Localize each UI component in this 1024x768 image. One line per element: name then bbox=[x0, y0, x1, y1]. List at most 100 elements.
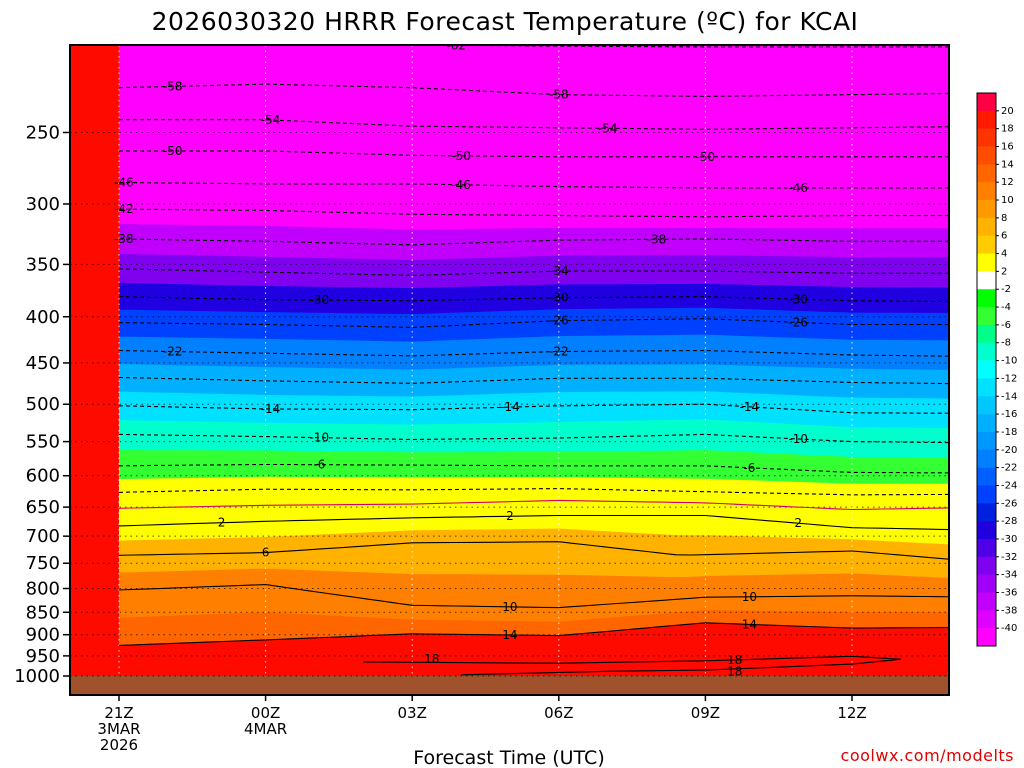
y-tick-label: 850 bbox=[26, 602, 60, 623]
colorbar-swatch bbox=[977, 592, 996, 611]
colorbar-swatch bbox=[977, 449, 996, 468]
contour-label: -22 bbox=[549, 344, 569, 358]
colorbar-label: -18 bbox=[1001, 427, 1017, 438]
x-tick-label: 03Z bbox=[398, 704, 427, 722]
contour-label: -42 bbox=[114, 202, 134, 216]
temperature-fill-layer bbox=[70, 45, 949, 676]
colorbar-swatch bbox=[977, 342, 996, 361]
y-axis-pressure: 2503003504004505005506006507007508008509… bbox=[14, 122, 70, 687]
isotherm-T0 bbox=[118, 499, 949, 511]
colorbar-swatch bbox=[977, 485, 996, 504]
credit-link[interactable]: coolwx.com/modelts bbox=[841, 746, 1014, 765]
contour-label: -30 bbox=[310, 293, 330, 307]
contour-label: -38 bbox=[114, 232, 134, 246]
band-interp bbox=[119, 45, 949, 72]
y-tick-label: 650 bbox=[26, 497, 60, 518]
colorbar-label: -24 bbox=[1001, 480, 1017, 491]
contour-label: -62 bbox=[446, 38, 466, 52]
contour-label: -6 bbox=[313, 458, 325, 472]
contour-label: -34 bbox=[549, 264, 569, 278]
contour-label: -54 bbox=[261, 113, 281, 127]
colorbar-label: -22 bbox=[1001, 463, 1017, 474]
x-tick-label: 12Z bbox=[837, 704, 866, 722]
colorbar-label: -6 bbox=[1001, 320, 1011, 331]
chart-title: 2026030320 HRRR Forecast Temperature (ºC… bbox=[152, 7, 859, 36]
contour-label: -50 bbox=[696, 150, 716, 164]
y-tick-label: 700 bbox=[26, 526, 60, 547]
colorbar-swatch bbox=[977, 235, 996, 254]
contour-label: -10 bbox=[310, 431, 330, 445]
contour-label: -58 bbox=[163, 79, 183, 93]
contour-label: -26 bbox=[788, 315, 808, 329]
colorbar-label: 16 bbox=[1001, 142, 1014, 153]
isotherm-T10 bbox=[118, 584, 949, 609]
colorbar-swatch bbox=[977, 378, 996, 397]
x-tick-label: 2026 bbox=[100, 736, 138, 754]
colorbar-swatch bbox=[977, 164, 996, 183]
colorbar-label: 12 bbox=[1001, 177, 1014, 188]
y-tick-label: 450 bbox=[26, 353, 60, 374]
y-tick-label: 400 bbox=[26, 307, 60, 328]
contour-label: 6 bbox=[262, 546, 270, 560]
y-tick-label: 550 bbox=[26, 432, 60, 453]
colorbar-swatch bbox=[977, 217, 996, 237]
colorbar-swatch bbox=[977, 610, 996, 629]
colorbar-label: 2 bbox=[1001, 266, 1007, 277]
contour-label: -6 bbox=[743, 461, 755, 475]
y-tick-label: 350 bbox=[26, 254, 60, 275]
colorbar-swatch bbox=[977, 146, 996, 165]
colorbar-label: 18 bbox=[1001, 124, 1014, 135]
contour-label: -30 bbox=[549, 291, 569, 305]
plot-frame bbox=[69, 44, 950, 696]
isotherm-contours bbox=[118, 45, 949, 676]
contour-label: 14 bbox=[502, 628, 517, 642]
x-axis-label: Forecast Time (UTC) bbox=[413, 747, 604, 768]
y-tick-label: 500 bbox=[26, 394, 60, 415]
colorbar-swatch bbox=[977, 182, 996, 201]
colorbar-label: 6 bbox=[1001, 231, 1007, 242]
colorbar-label: 14 bbox=[1001, 159, 1014, 170]
colorbar-label: -16 bbox=[1001, 409, 1017, 420]
contour-label: -30 bbox=[788, 292, 808, 306]
x-tick-label: 3MAR bbox=[97, 720, 140, 738]
colorbar-label: -2 bbox=[1001, 284, 1011, 295]
x-tick-label: 06Z bbox=[544, 704, 573, 722]
colorbar-label: 10 bbox=[1001, 195, 1014, 206]
contour-labels: -62-58-58-54-54-50 -50 -50-46 -46 -46-42-38-… bbox=[114, 38, 808, 678]
contour-label: -10 bbox=[788, 432, 808, 446]
contour-label: -54 bbox=[598, 121, 618, 135]
contour-label: -46 bbox=[451, 178, 471, 192]
x-tick-label: 00Z bbox=[251, 704, 280, 722]
colorbar-swatch bbox=[977, 93, 996, 112]
isotherm-T18 bbox=[363, 655, 901, 676]
colorbar-swatch bbox=[977, 324, 996, 344]
colorbar-label: 20 bbox=[1001, 106, 1014, 117]
x-tick-label: 21Z bbox=[104, 704, 133, 722]
colorbar-label: -36 bbox=[1001, 587, 1017, 598]
colorbar-swatch bbox=[977, 271, 996, 290]
contour-label: -14 bbox=[740, 400, 760, 414]
colorbar-swatch bbox=[977, 467, 996, 486]
colorbar-swatch bbox=[977, 503, 996, 522]
colorbar-swatch bbox=[977, 307, 996, 326]
colorbar-label: -26 bbox=[1001, 498, 1017, 509]
contour-label: 18 bbox=[727, 664, 742, 678]
isotherm-T6 bbox=[118, 541, 949, 560]
x-tick-label: 09Z bbox=[691, 704, 720, 722]
contour-label: 2 bbox=[794, 516, 802, 530]
colorbar-label: -4 bbox=[1001, 302, 1011, 313]
contour-label: -46 bbox=[788, 181, 808, 195]
colorbar-swatch bbox=[977, 556, 996, 575]
contour-label: 18 bbox=[727, 653, 742, 667]
colorbar-swatch bbox=[977, 396, 996, 415]
ground-surface bbox=[70, 676, 949, 695]
y-tick-label: 1000 bbox=[14, 666, 60, 687]
y-tick-label: 900 bbox=[26, 625, 60, 646]
colorbar-swatch bbox=[977, 360, 996, 379]
contour-label: 18 bbox=[424, 652, 439, 666]
colorbar-label: 4 bbox=[1001, 249, 1007, 260]
contour-label: -14 bbox=[261, 402, 281, 416]
contour-label: -58 bbox=[549, 88, 569, 102]
